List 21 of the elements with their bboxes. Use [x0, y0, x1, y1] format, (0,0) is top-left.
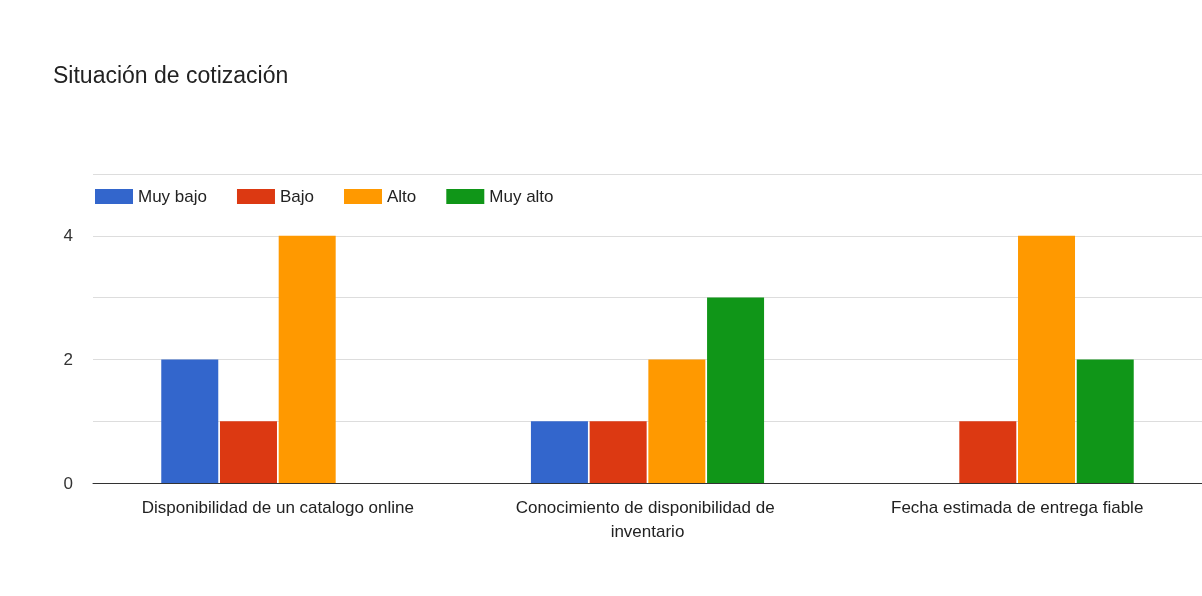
x-tick-label: Conocimiento de disponibilidad de inventario	[515, 497, 780, 541]
bar	[707, 297, 765, 483]
legend-label: Alto	[387, 187, 417, 206]
bar	[161, 359, 219, 483]
y-tick-label: 4	[63, 226, 73, 246]
y-tick-label: 2	[63, 349, 73, 369]
bar	[1076, 359, 1134, 483]
bar	[648, 359, 706, 483]
bar	[1018, 235, 1076, 483]
bar	[959, 421, 1017, 483]
y-tick-label: 0	[63, 473, 73, 493]
x-tick-label: Fecha estimada de entrega fiable	[891, 497, 1144, 517]
legend-label: Muy bajo	[138, 187, 207, 206]
legend-label: Bajo	[279, 187, 315, 206]
x-tick-label: Disponibilidad de un catalogo online	[141, 497, 414, 517]
legend-label: Muy alto	[489, 187, 554, 206]
bar	[589, 421, 647, 483]
bar	[530, 421, 588, 483]
bar	[219, 421, 277, 483]
bar	[278, 235, 336, 483]
chart-title: Situación de cotización	[53, 61, 289, 88]
